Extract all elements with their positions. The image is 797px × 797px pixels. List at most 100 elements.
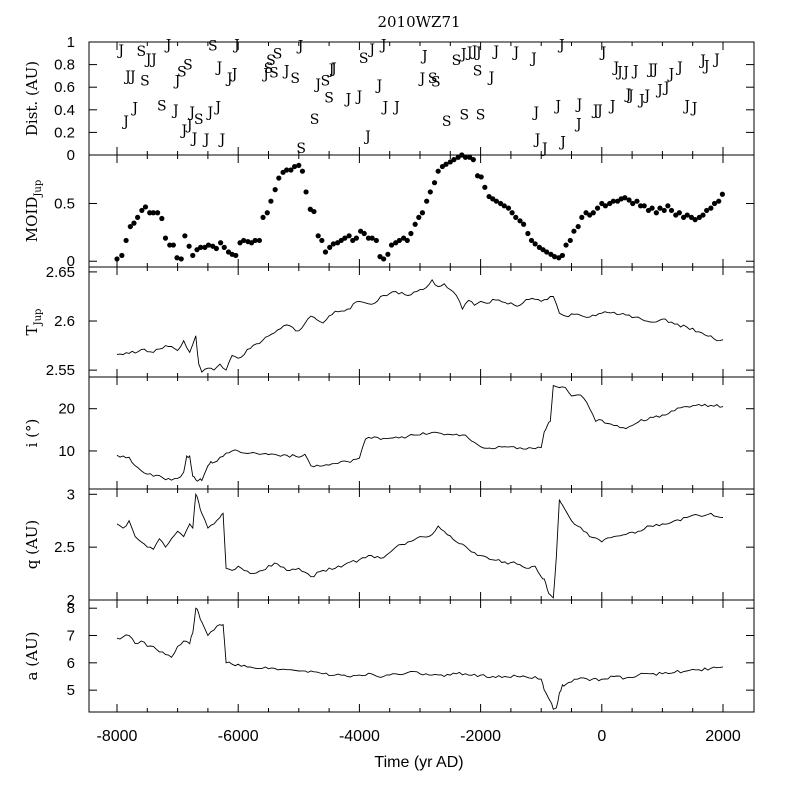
encounter-S: S <box>476 107 486 123</box>
moid-point <box>256 237 263 244</box>
x-tick-label: 0 <box>597 728 606 745</box>
encounter-J: J <box>637 93 645 109</box>
encounter-J: J <box>474 45 482 61</box>
moid-point <box>719 191 725 197</box>
y-tick-label: 1 <box>67 34 75 51</box>
moid-point <box>416 214 422 220</box>
moid-point <box>711 200 718 207</box>
moid-point <box>303 189 309 195</box>
moid-point <box>478 174 484 180</box>
moid-point <box>563 242 569 248</box>
encounter-J: J <box>557 37 565 53</box>
encounter-J: J <box>702 59 710 75</box>
encounter-S: S <box>183 58 193 74</box>
encounter-J: J <box>230 67 238 83</box>
encounter-S: S <box>194 112 204 128</box>
y-tick-label: 2.5 <box>54 539 75 556</box>
moid-point <box>626 197 632 203</box>
moid-point <box>435 168 441 174</box>
moid-point <box>443 161 449 167</box>
encounter-J: J <box>218 132 226 148</box>
moid-point <box>544 249 550 255</box>
encounter-J: J <box>532 105 540 121</box>
encounter-J: J <box>650 62 658 78</box>
encounter-J: J <box>690 101 698 117</box>
moid-point <box>692 217 698 223</box>
encounter-J: J <box>631 63 639 79</box>
moid-point <box>622 195 628 201</box>
y-tick-label: 10 <box>58 443 75 460</box>
moid-point <box>233 252 239 259</box>
moid-point <box>186 243 192 249</box>
encounter-J: J <box>465 45 473 61</box>
moid-point <box>373 237 379 244</box>
encounter-J: J <box>121 114 129 130</box>
y-axis-label-q: q (AU) <box>23 520 41 570</box>
moid-point <box>700 212 706 218</box>
encounter-S: S <box>177 64 187 80</box>
moid-point <box>369 235 375 241</box>
moid-point <box>315 233 321 239</box>
encounter-J: J <box>682 98 690 114</box>
encounter-J: J <box>608 98 616 114</box>
moid-point <box>493 198 499 204</box>
y-tick-label: 0 <box>67 147 75 164</box>
encounter-J: J <box>418 71 426 87</box>
moid-point <box>170 242 176 248</box>
encounter-J: J <box>599 45 607 61</box>
moid-point <box>649 205 655 211</box>
y-axis-label-incl: i (°) <box>23 419 41 448</box>
encounter-J: J <box>329 61 337 77</box>
y-tick-label: 0 <box>67 253 75 270</box>
moid-point <box>525 230 531 237</box>
moid-point <box>532 241 538 247</box>
encounter-J: J <box>420 49 428 65</box>
moid-point <box>284 167 290 173</box>
encounter-J: J <box>128 69 136 85</box>
moid-point <box>385 251 391 257</box>
series-line-q <box>116 492 724 599</box>
encounter-J: J <box>487 70 495 86</box>
y-tick-label: 2.6 <box>54 313 75 330</box>
encounter-J: J <box>296 38 304 54</box>
y-tick-label: 0.6 <box>54 79 75 96</box>
encounter-J: J <box>123 69 131 85</box>
moid-point <box>470 157 476 163</box>
moid-point <box>135 214 141 220</box>
encounter-J: J <box>313 77 321 93</box>
encounter-J: J <box>185 117 193 133</box>
y-tick-label: 8 <box>67 600 75 617</box>
encounter-J: J <box>367 42 375 58</box>
moid-point <box>330 241 336 247</box>
encounter-J: J <box>171 103 179 119</box>
moid-point <box>668 207 675 214</box>
series-line-tjup <box>116 278 724 373</box>
moid-point <box>412 221 418 227</box>
moid-point <box>388 242 395 248</box>
moid-point <box>509 210 515 216</box>
moid-point <box>241 237 247 244</box>
panel-a: 5 6 7 8 a (AU) <box>23 599 755 713</box>
moid-point <box>131 220 137 226</box>
y-tick-label: 6 <box>67 655 75 672</box>
encounter-S: S <box>296 141 306 157</box>
encounter-J: J <box>575 97 583 113</box>
moid-point <box>431 180 438 186</box>
encounter-J: J <box>116 43 124 59</box>
encounter-J: J <box>144 52 152 68</box>
moid-point <box>630 200 636 207</box>
encounter-J: J <box>459 46 467 62</box>
moid-point <box>319 237 325 244</box>
x-tick-label: -4000 <box>339 728 380 745</box>
encounter-J: J <box>591 103 599 119</box>
encounter-S: S <box>290 71 300 87</box>
moid-point <box>150 210 156 216</box>
moid-point <box>381 256 387 262</box>
moid-point <box>594 205 601 211</box>
moid-point <box>353 235 359 241</box>
encounter-S: S <box>473 63 483 79</box>
encounter-J: J <box>190 131 198 147</box>
x-tick-labels: -8000 -6000 -4000 -2000 0 2000 <box>97 728 741 745</box>
encounter-S: S <box>428 71 438 87</box>
